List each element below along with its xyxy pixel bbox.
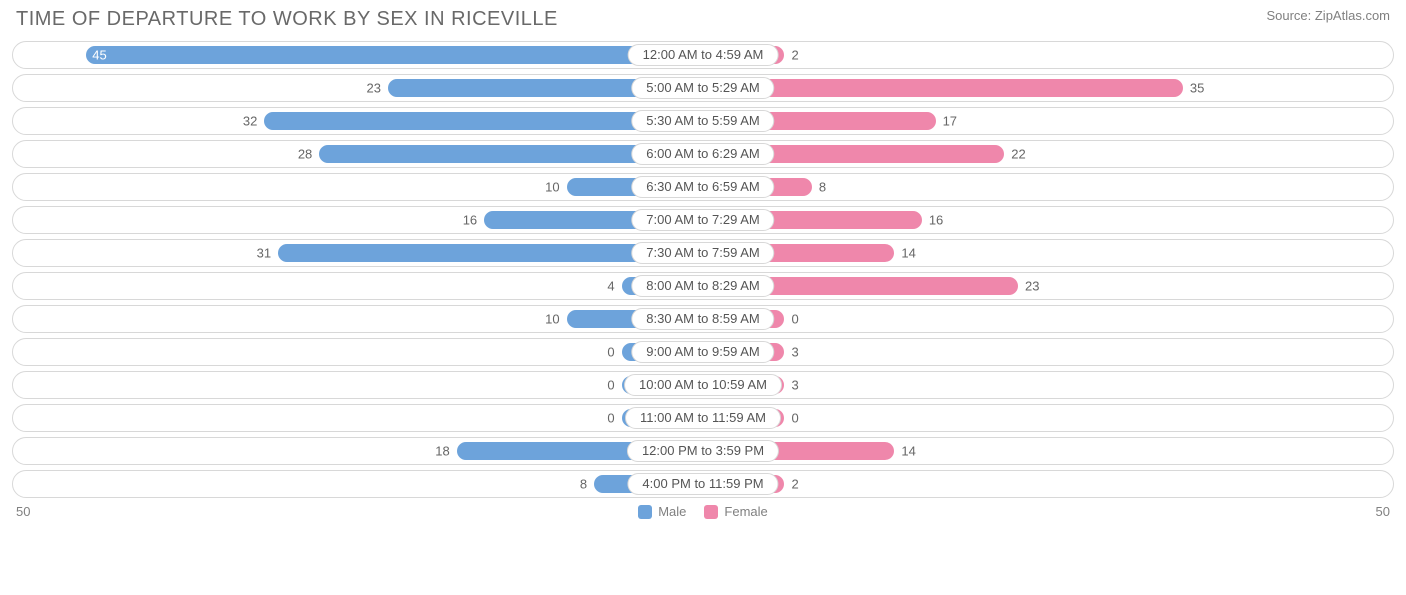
chart-row: 10 8 6:30 AM to 6:59 AM — [12, 173, 1394, 201]
chart-source: Source: ZipAtlas.com — [1266, 8, 1390, 23]
chart-header: TIME OF DEPARTURE TO WORK BY SEX IN RICE… — [12, 8, 1394, 31]
value-female: 14 — [901, 444, 915, 459]
category-label: 7:00 AM to 7:29 AM — [631, 209, 774, 231]
category-label: 5:30 AM to 5:59 AM — [631, 110, 774, 132]
chart-row: 10 0 8:30 AM to 8:59 AM — [12, 305, 1394, 333]
category-label: 9:00 AM to 9:59 AM — [631, 341, 774, 363]
chart-row: 32 17 5:30 AM to 5:59 AM — [12, 107, 1394, 135]
chart-row: 31 14 7:30 AM to 7:59 AM — [12, 239, 1394, 267]
legend-swatch — [704, 505, 718, 519]
legend-label: Female — [724, 504, 767, 519]
axis-max-right: 50 — [1376, 504, 1390, 519]
value-female: 0 — [791, 411, 798, 426]
value-male: 0 — [607, 378, 614, 393]
value-female: 2 — [791, 477, 798, 492]
value-female: 8 — [819, 180, 826, 195]
chart-row: 45 2 12:00 AM to 4:59 AM — [12, 41, 1394, 69]
value-female: 22 — [1011, 147, 1025, 162]
value-female: 23 — [1025, 279, 1039, 294]
bar-male — [85, 45, 703, 65]
value-male: 31 — [257, 246, 271, 261]
chart-title: TIME OF DEPARTURE TO WORK BY SEX IN RICE… — [16, 8, 558, 31]
value-male: 23 — [367, 81, 381, 96]
chart-row: 8 2 4:00 PM to 11:59 PM — [12, 470, 1394, 498]
value-male: 28 — [298, 147, 312, 162]
value-female: 17 — [943, 114, 957, 129]
chart-rows: 45212:00 AM to 4:59 AM23355:00 AM to 5:2… — [12, 41, 1394, 498]
category-label: 8:30 AM to 8:59 AM — [631, 308, 774, 330]
bar-female — [703, 78, 1184, 98]
value-female: 3 — [791, 378, 798, 393]
category-label: 4:00 PM to 11:59 PM — [627, 473, 778, 495]
axis-max-left: 50 — [16, 504, 30, 519]
category-label: 6:00 AM to 6:29 AM — [631, 143, 774, 165]
value-male: 4 — [607, 279, 614, 294]
legend-label: Male — [658, 504, 686, 519]
legend-item: Female — [704, 504, 767, 519]
chart-row: 4 23 8:00 AM to 8:29 AM — [12, 272, 1394, 300]
value-male: 10 — [545, 312, 559, 327]
chart-row: 0 0 11:00 AM to 11:59 AM — [12, 404, 1394, 432]
category-label: 12:00 PM to 3:59 PM — [627, 440, 779, 462]
value-female: 16 — [929, 213, 943, 228]
chart-row: 18 14 12:00 PM to 3:59 PM — [12, 437, 1394, 465]
chart-row: 28 22 6:00 AM to 6:29 AM — [12, 140, 1394, 168]
value-male: 10 — [545, 180, 559, 195]
chart-container: TIME OF DEPARTURE TO WORK BY SEX IN RICE… — [0, 0, 1406, 523]
value-female: 2 — [791, 48, 798, 63]
value-female: 14 — [901, 246, 915, 261]
category-label: 10:00 AM to 10:59 AM — [624, 374, 782, 396]
chart-row: 16 16 7:00 AM to 7:29 AM — [12, 206, 1394, 234]
category-label: 11:00 AM to 11:59 AM — [625, 407, 781, 429]
value-male: 0 — [607, 345, 614, 360]
category-label: 12:00 AM to 4:59 AM — [628, 44, 779, 66]
value-female: 0 — [791, 312, 798, 327]
category-label: 5:00 AM to 5:29 AM — [631, 77, 774, 99]
value-male: 18 — [435, 444, 449, 459]
legend-swatch — [638, 505, 652, 519]
value-male: 8 — [580, 477, 587, 492]
value-male: 32 — [243, 114, 257, 129]
category-label: 7:30 AM to 7:59 AM — [631, 242, 774, 264]
category-label: 6:30 AM to 6:59 AM — [631, 176, 774, 198]
value-female: 35 — [1190, 81, 1204, 96]
legend: Male Female — [638, 504, 768, 519]
chart-row: 0 3 10:00 AM to 10:59 AM — [12, 371, 1394, 399]
chart-row: 0 3 9:00 AM to 9:59 AM — [12, 338, 1394, 366]
legend-item: Male — [638, 504, 686, 519]
chart-row: 23 35 5:00 AM to 5:29 AM — [12, 74, 1394, 102]
value-male: 0 — [607, 411, 614, 426]
value-female: 3 — [791, 345, 798, 360]
category-label: 8:00 AM to 8:29 AM — [631, 275, 774, 297]
chart-footer: 50 Male Female 50 — [12, 504, 1394, 519]
value-male: 45 — [92, 48, 106, 63]
value-male: 16 — [463, 213, 477, 228]
